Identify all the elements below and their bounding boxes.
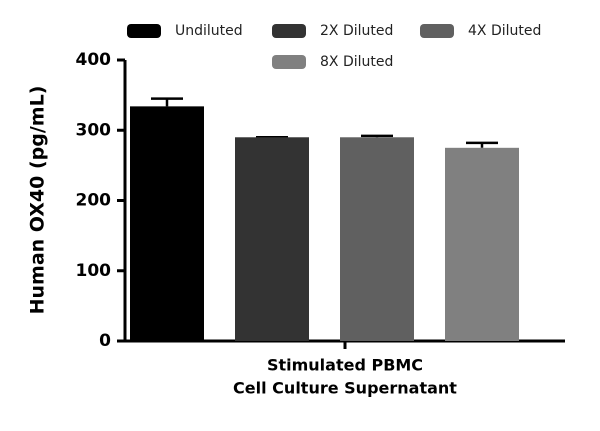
y-tick-label: 300: [76, 120, 112, 140]
legend-label: Undiluted: [175, 23, 243, 39]
legend-swatch: [127, 24, 161, 38]
y-tick-label: 0: [99, 331, 111, 351]
bar: [445, 147, 519, 341]
bar: [235, 137, 309, 341]
legend-label: 8X Diluted: [320, 54, 393, 70]
x-tick-label: Cell Culture Supernatant: [233, 379, 457, 398]
legend-swatch: [272, 24, 306, 38]
x-tick-label: Stimulated PBMC: [267, 356, 423, 375]
legend-swatch: [272, 55, 306, 69]
legend-swatch: [420, 24, 454, 38]
bar: [340, 137, 414, 341]
bar: [130, 106, 204, 342]
y-axis-label: Human OX40 (pg/mL): [27, 86, 49, 315]
y-tick-label: 200: [76, 191, 112, 211]
y-tick-label: 100: [76, 261, 112, 281]
legend-label: 2X Diluted: [320, 23, 393, 39]
y-tick-label: 400: [76, 50, 112, 70]
legend-label: 4X Diluted: [468, 23, 541, 39]
